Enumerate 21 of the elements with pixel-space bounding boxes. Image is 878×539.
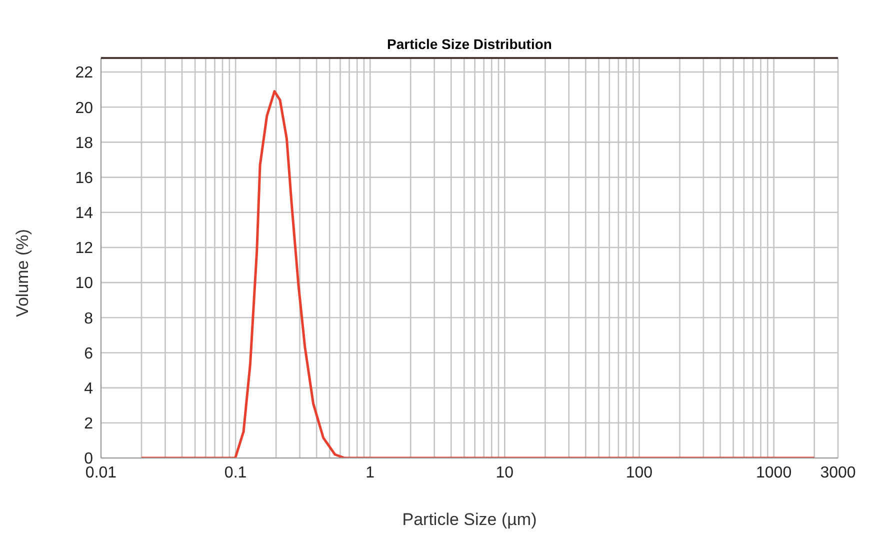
y-tick-label: 20 bbox=[75, 100, 94, 117]
y-tick-label: 22 bbox=[75, 64, 94, 82]
x-tick-label: 10 bbox=[496, 464, 514, 482]
y-tick-label: 12 bbox=[75, 240, 94, 258]
x-tick-label: 0.1 bbox=[224, 464, 247, 482]
chart-title: Particle Size Distribution bbox=[386, 36, 553, 52]
x-tick-label: 1 bbox=[366, 464, 375, 482]
y-tick-label: 18 bbox=[75, 134, 94, 152]
y-tick-label: 8 bbox=[84, 310, 94, 328]
x-tick-label: 3000 bbox=[820, 464, 856, 482]
y-tick-label: 6 bbox=[84, 345, 94, 362]
y-tick-label: 10 bbox=[75, 275, 94, 292]
y-tick-label: 14 bbox=[75, 205, 94, 222]
y-tick-label: 4 bbox=[84, 380, 94, 398]
y-axis-title: Volume (%) bbox=[13, 229, 33, 317]
x-tick-label: 100 bbox=[626, 464, 653, 482]
y-tick-label: 16 bbox=[75, 170, 94, 187]
x-axis-title: Particle Size (µm) bbox=[401, 510, 538, 530]
y-tick-label: 2 bbox=[84, 416, 94, 433]
x-tick-label: 1000 bbox=[756, 464, 792, 482]
x-tick-label: 0.01 bbox=[85, 464, 117, 482]
